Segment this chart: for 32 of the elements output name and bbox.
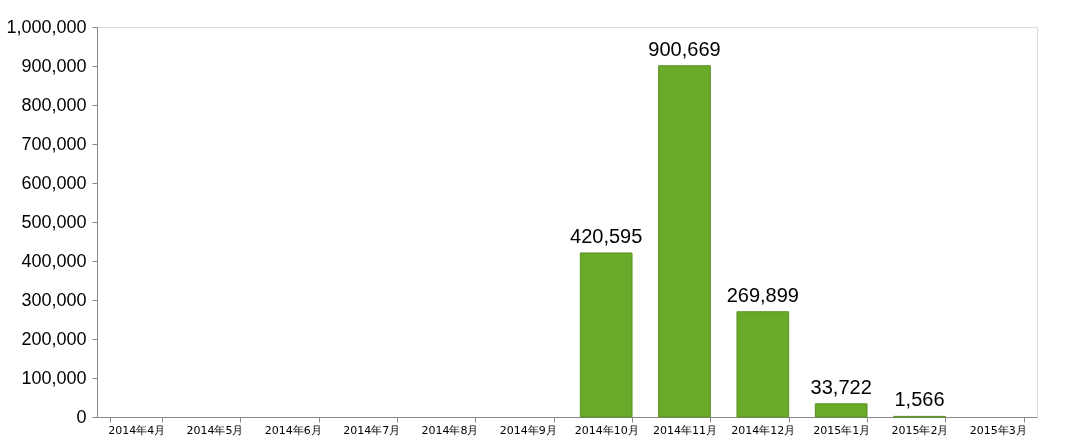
x-tick-label: 2014年11月 [653,423,717,437]
y-tick-label: 900,000 [21,55,87,76]
x-tick-label: 2014年4月 [108,423,166,437]
y-tick-label: 300,000 [21,289,87,310]
x-tick-label: 2014年7月 [343,423,401,437]
y-tick-label: 500,000 [21,211,87,232]
x-tick-label: 2014年12月 [731,423,796,437]
data-label: 420,595 [570,224,643,247]
x-tick-label: 2014年8月 [421,423,479,437]
bar [736,311,790,418]
y-tick-label: 800,000 [21,94,87,115]
y-tick-label: 200,000 [21,328,87,349]
y-tick-label: 600,000 [21,172,87,193]
y-tick-label: 100,000 [21,367,87,388]
data-label: 1,566 [894,388,945,411]
x-tick-label: 2015年2月 [891,423,949,437]
bar [658,65,711,418]
data-label: 269,899 [726,283,799,306]
x-tick-label: 2015年3月 [969,423,1027,437]
y-tick-label: 700,000 [21,133,87,154]
x-tick-label: 2014年6月 [264,423,322,437]
x-tick-label: 2014年9月 [499,423,557,437]
bar [814,403,868,418]
data-label: 900,669 [648,37,721,60]
y-tick-label: 1,000,000 [6,16,87,37]
x-tick-label: 2015年1月 [813,423,871,437]
bar [579,252,633,418]
x-tick-label: 2014年10月 [574,423,639,437]
data-label: 33,722 [810,375,872,398]
y-tick-label: 400,000 [21,250,87,271]
x-tick-label: 2014年5月 [186,423,244,437]
y-tick-label: 0 [76,406,87,427]
